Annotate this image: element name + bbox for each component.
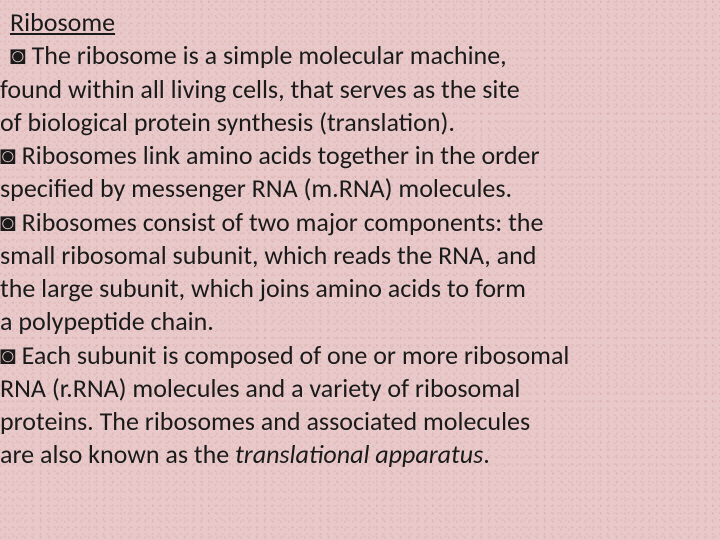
para4-line3: proteins. The ribosomes and associated m… [0, 405, 716, 438]
para1-line2: found within all living cells, that serv… [0, 73, 716, 106]
slide-title: Ribosome [0, 6, 716, 39]
bullet-icon: ◙ [0, 206, 16, 239]
para4-line1-text: Each subunit is composed of one or more … [22, 339, 570, 371]
bullet-icon: ◙ [0, 339, 16, 372]
para3-line4: a polypeptide chain. [0, 305, 716, 338]
para3-line1-text: Ribosomes consist of two major component… [22, 206, 544, 238]
para4-line4-prefix: are also known as the [0, 438, 235, 470]
para2-line2: specified by messenger RNA (m.RNA) molec… [0, 172, 716, 205]
para4-line4: are also known as the translational appa… [0, 438, 716, 471]
para1-line1-text: The ribosome is a simple molecular machi… [32, 39, 507, 71]
para4-line4-italic: translational apparatus [235, 438, 483, 470]
para4-line2: RNA (r.RNA) molecules and a variety of r… [0, 372, 716, 405]
slide-content: Ribosome ◙ The ribosome is a simple mole… [0, 6, 716, 472]
para1-line1: ◙ The ribosome is a simple molecular mac… [0, 39, 716, 72]
paragraph-2: ◙ Ribosomes link amino acids together in… [0, 139, 716, 206]
para4-line1: ◙ Each subunit is composed of one or mor… [0, 339, 716, 372]
para1-line3: of biological protein synthesis (transla… [0, 106, 716, 139]
para2-line1-text: Ribosomes link amino acids together in t… [22, 139, 540, 171]
paragraph-4: ◙ Each subunit is composed of one or mor… [0, 339, 716, 472]
bullet-icon: ◙ [0, 139, 16, 172]
para3-line1: ◙ Ribosomes consist of two major compone… [0, 206, 716, 239]
para3-line2: small ribosomal subunit, which reads the… [0, 239, 716, 272]
para2-line1: ◙ Ribosomes link amino acids together in… [0, 139, 716, 172]
paragraph-3: ◙ Ribosomes consist of two major compone… [0, 206, 716, 339]
para3-line3: the large subunit, which joins amino aci… [0, 272, 716, 305]
bullet-icon: ◙ [10, 39, 26, 72]
para4-line4-suffix: . [483, 438, 490, 470]
paragraph-1: ◙ The ribosome is a simple molecular mac… [0, 39, 716, 139]
